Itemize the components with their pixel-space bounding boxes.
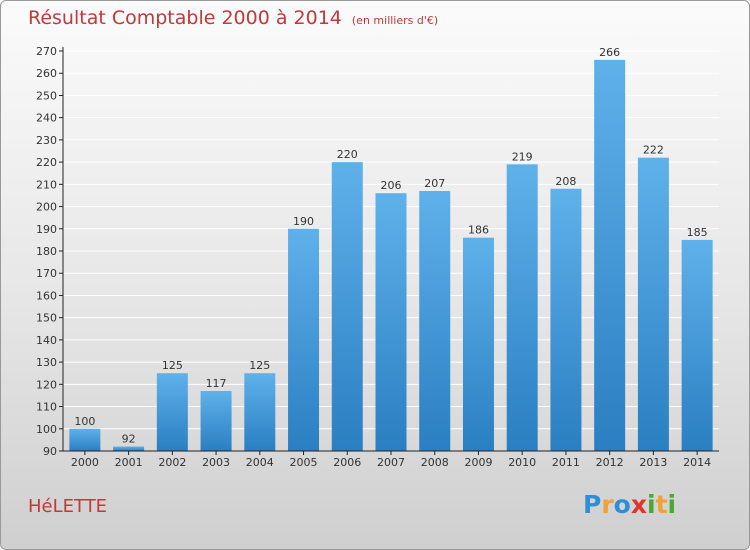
data-label: 207 <box>424 177 445 190</box>
bar <box>419 191 451 451</box>
data-label: 220 <box>337 148 358 161</box>
data-label: 208 <box>555 175 576 188</box>
x-tick-label: 2007 <box>377 456 405 469</box>
y-tick-label: 130 <box>36 356 57 369</box>
data-label: 266 <box>599 46 620 59</box>
x-tick-label: 2011 <box>552 456 580 469</box>
x-tick-label: 2000 <box>71 456 99 469</box>
x-tick-label: 2009 <box>464 456 492 469</box>
x-tick-label: 2010 <box>508 456 536 469</box>
y-tick-label: 230 <box>36 134 57 147</box>
data-label: 206 <box>381 179 402 192</box>
x-tick-label: 2003 <box>202 456 230 469</box>
bar <box>331 162 363 451</box>
y-tick-label: 260 <box>36 67 57 80</box>
logo-letter: i <box>647 490 656 519</box>
y-tick-label: 120 <box>36 378 57 391</box>
y-tick-label: 160 <box>36 289 57 302</box>
logo-letter: x <box>630 490 647 519</box>
data-label: 219 <box>512 150 533 163</box>
bar <box>244 373 276 451</box>
y-tick-label: 250 <box>36 89 57 102</box>
data-label: 117 <box>206 377 227 390</box>
x-tick-label: 2014 <box>683 456 711 469</box>
x-tick-label: 2006 <box>333 456 361 469</box>
proxiti-logo: Proxiti <box>583 490 676 519</box>
logo-letter: P <box>583 490 602 519</box>
chart-title: Résultat Comptable 2000 à 2014 (en millie… <box>28 7 438 29</box>
x-tick-label: 2012 <box>596 456 624 469</box>
x-tick-label: 2001 <box>115 456 143 469</box>
bar <box>594 59 626 452</box>
data-label: 125 <box>249 359 270 372</box>
logo-letter: r <box>601 490 614 519</box>
data-label: 186 <box>468 224 489 237</box>
unit-label: (en milliers d'€) <box>351 14 439 27</box>
bar <box>113 446 145 451</box>
x-tick-label: 2005 <box>290 456 318 469</box>
bar <box>681 239 713 451</box>
logo-letter: i <box>667 490 677 519</box>
y-tick-label: 140 <box>36 334 57 347</box>
x-tick-label: 2013 <box>639 456 667 469</box>
x-tick-label: 2008 <box>421 456 449 469</box>
bar <box>200 391 232 451</box>
data-label: 125 <box>162 359 183 372</box>
bar <box>462 237 494 451</box>
commune-name: HéLETTE <box>28 496 108 517</box>
y-tick-label: 220 <box>36 156 57 169</box>
bar <box>375 193 407 451</box>
bar <box>506 164 538 452</box>
y-tick-label: 100 <box>36 423 57 436</box>
chart-title-text: Résultat Comptable 2000 à 2014 <box>28 7 342 29</box>
bar <box>156 373 188 451</box>
logo-letter: o <box>613 490 631 519</box>
bar <box>637 157 669 451</box>
bar <box>550 188 582 451</box>
bar <box>69 428 101 451</box>
y-tick-label: 200 <box>36 201 57 214</box>
data-label: 190 <box>293 215 314 228</box>
logo-letter: t <box>655 490 668 519</box>
y-tick-label: 90 <box>43 445 57 458</box>
y-tick-label: 270 <box>36 45 57 58</box>
y-tick-label: 180 <box>36 245 57 258</box>
y-tick-label: 110 <box>36 401 57 414</box>
y-tick-label: 240 <box>36 112 57 125</box>
y-tick-label: 150 <box>36 312 57 325</box>
x-tick-label: 2002 <box>158 456 186 469</box>
x-tick-label: 2004 <box>246 456 274 469</box>
data-label: 185 <box>687 226 708 239</box>
y-tick-label: 190 <box>36 223 57 236</box>
y-tick-label: 170 <box>36 267 57 280</box>
data-label: 222 <box>643 144 664 157</box>
y-tick-label: 210 <box>36 178 57 191</box>
data-label: 92 <box>122 433 136 446</box>
bar <box>288 228 320 451</box>
data-label: 100 <box>74 415 95 428</box>
